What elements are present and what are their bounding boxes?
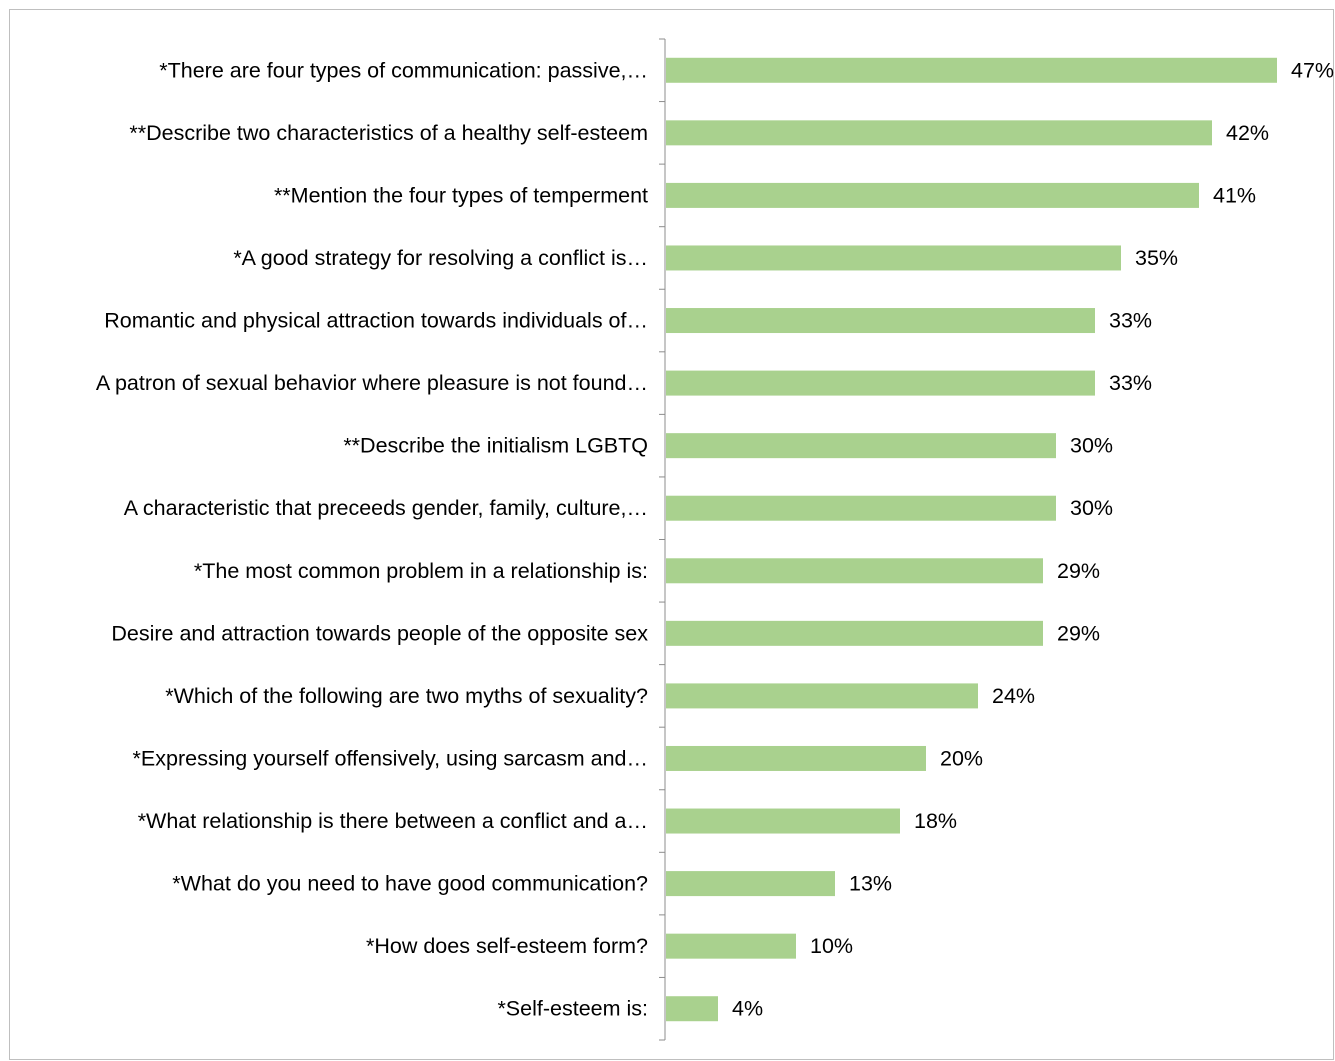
category-label: *Self-esteem is: xyxy=(497,997,648,1021)
data-label: 33% xyxy=(1109,371,1152,395)
bar xyxy=(666,57,1277,83)
data-label: 4% xyxy=(732,997,763,1021)
data-label: 29% xyxy=(1057,559,1100,583)
bar xyxy=(666,683,978,709)
data-label: 18% xyxy=(914,809,957,833)
category-label: **Describe two characteristics of a heal… xyxy=(129,121,648,145)
data-label: 35% xyxy=(1135,246,1178,270)
data-label: 29% xyxy=(1057,621,1100,645)
bar xyxy=(666,558,1043,584)
bar xyxy=(666,871,835,897)
category-label: Desire and attraction towards people of … xyxy=(111,621,648,645)
data-label: 30% xyxy=(1070,496,1113,520)
category-label: **Mention the four types of temperment xyxy=(274,183,648,207)
bar xyxy=(666,433,1056,459)
category-label: **Describe the initialism LGBTQ xyxy=(343,434,648,458)
data-label: 33% xyxy=(1109,309,1152,333)
bar xyxy=(666,120,1212,146)
data-label: 30% xyxy=(1070,434,1113,458)
category-label: A characteristic that preceeds gender, f… xyxy=(124,496,648,520)
data-label: 13% xyxy=(849,872,892,896)
bar xyxy=(666,620,1043,646)
bar xyxy=(666,495,1056,521)
bar xyxy=(666,808,900,834)
data-label: 42% xyxy=(1226,121,1269,145)
category-label: *The most common problem in a relationsh… xyxy=(194,559,648,583)
bar xyxy=(666,245,1121,271)
bar xyxy=(666,182,1199,208)
category-label: *Expressing yourself offensively, using … xyxy=(133,746,648,770)
bar xyxy=(666,745,926,771)
data-label: 20% xyxy=(940,746,983,770)
category-label: *Which of the following are two myths of… xyxy=(165,684,648,708)
bar xyxy=(666,933,796,959)
bar xyxy=(666,996,718,1022)
data-label: 47% xyxy=(1291,58,1334,82)
data-label: 24% xyxy=(992,684,1035,708)
category-label: *There are four types of communication: … xyxy=(159,58,648,82)
bar xyxy=(666,308,1095,334)
category-label: *How does self-esteem form? xyxy=(366,934,648,958)
category-label: *What do you need to have good communica… xyxy=(172,872,648,896)
bar xyxy=(666,370,1095,396)
category-label: A patron of sexual behavior where pleasu… xyxy=(96,371,648,395)
data-label: 10% xyxy=(810,934,853,958)
data-label: 41% xyxy=(1213,183,1256,207)
category-label: Romantic and physical attraction towards… xyxy=(104,309,648,333)
category-label: *What relationship is there between a co… xyxy=(138,809,648,833)
category-label: *A good strategy for resolving a conflic… xyxy=(233,246,648,270)
